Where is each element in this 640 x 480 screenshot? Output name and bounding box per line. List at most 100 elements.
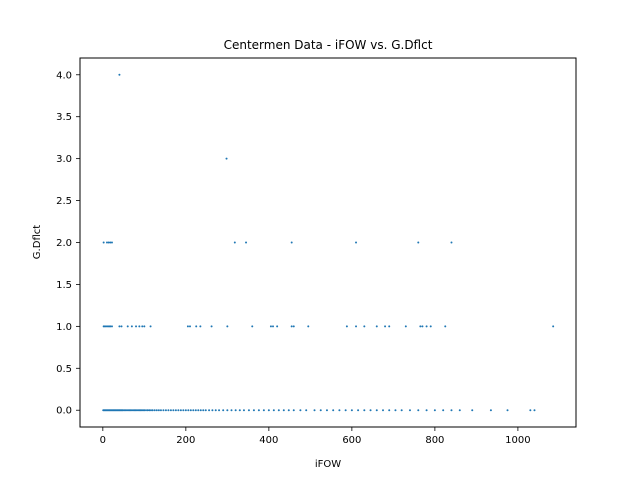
- data-point: [313, 409, 316, 412]
- data-point: [425, 409, 428, 412]
- data-point: [292, 409, 295, 412]
- data-point: [421, 325, 424, 328]
- data-point: [429, 325, 432, 328]
- data-point: [267, 409, 270, 412]
- data-point: [234, 409, 237, 412]
- data-point: [105, 325, 108, 328]
- data-point: [442, 409, 445, 412]
- y-tick-label: 0.5: [56, 364, 72, 375]
- data-point: [489, 409, 492, 412]
- data-point: [225, 157, 228, 160]
- data-point: [344, 409, 347, 412]
- data-point: [292, 325, 295, 328]
- data-point: [394, 409, 397, 412]
- x-tick-label: 1000: [505, 435, 530, 446]
- data-point: [148, 409, 151, 412]
- data-point: [382, 409, 384, 412]
- data-point: [192, 409, 195, 412]
- data-point: [417, 409, 420, 412]
- data-point: [164, 409, 167, 412]
- data-point: [230, 409, 233, 412]
- data-point: [184, 409, 187, 412]
- data-point: [408, 409, 411, 412]
- y-tick-label: 1.5: [56, 280, 72, 291]
- data-point: [350, 409, 353, 412]
- y-tick-label: 2.0: [56, 238, 72, 249]
- y-tick-label: 3.5: [56, 112, 72, 123]
- y-tick-label: 1.0: [56, 322, 72, 333]
- data-point: [177, 409, 180, 412]
- y-axis-label: G.Dflct: [32, 225, 43, 259]
- data-point: [109, 325, 112, 328]
- data-point: [529, 409, 532, 412]
- data-point: [202, 409, 205, 412]
- data-point: [444, 325, 447, 328]
- data-point: [167, 409, 170, 412]
- data-point: [272, 325, 274, 328]
- data-point: [120, 325, 123, 328]
- data-point: [307, 325, 310, 328]
- data-point: [194, 409, 197, 412]
- data-point: [143, 325, 146, 328]
- data-point: [533, 409, 536, 412]
- data-point: [363, 325, 366, 328]
- x-tick-label: 800: [425, 435, 444, 446]
- data-point: [277, 409, 280, 412]
- data-point: [404, 325, 407, 328]
- data-point: [199, 409, 202, 412]
- data-point: [146, 409, 149, 412]
- data-point: [417, 241, 420, 244]
- data-point: [355, 325, 358, 328]
- data-point: [187, 409, 190, 412]
- data-point: [506, 409, 509, 412]
- data-point: [118, 325, 121, 328]
- data-point: [126, 325, 129, 328]
- data-point: [269, 325, 272, 328]
- data-point: [319, 409, 322, 412]
- data-point: [471, 409, 474, 412]
- data-point: [218, 409, 221, 412]
- y-tick-label: 2.5: [56, 196, 72, 207]
- data-point: [363, 409, 366, 412]
- data-point: [290, 325, 293, 328]
- data-point: [188, 325, 191, 328]
- x-tick-label: 400: [259, 435, 278, 446]
- data-point: [107, 241, 110, 244]
- data-point: [172, 409, 175, 412]
- data-point: [195, 325, 198, 328]
- data-point: [182, 409, 185, 412]
- data-point: [226, 325, 229, 328]
- x-axis-label: iFOW: [315, 459, 341, 470]
- data-point: [262, 409, 265, 412]
- data-point: [155, 409, 158, 412]
- chart-title: Centermen Data - iFOW vs. G.Dflct: [224, 38, 433, 52]
- data-point: [226, 409, 229, 412]
- data-point: [357, 409, 360, 412]
- data-point: [247, 409, 250, 412]
- data-point: [287, 409, 290, 412]
- data-point: [130, 325, 133, 328]
- data-point: [433, 409, 436, 412]
- data-point: [141, 325, 144, 328]
- data-point: [199, 325, 202, 328]
- data-point: [299, 409, 302, 412]
- data-point: [388, 409, 391, 412]
- data-point: [149, 409, 152, 412]
- data-point: [118, 73, 121, 76]
- data-point: [305, 409, 308, 412]
- data-point: [345, 325, 348, 328]
- data-point: [338, 409, 341, 412]
- data-point: [143, 409, 146, 412]
- data-point: [458, 409, 461, 412]
- data-point: [272, 409, 275, 412]
- data-point: [105, 241, 108, 244]
- y-axis-ticks: 0.0 0.5 1.0 1.5 2.0 2.5 3.0 3.5 4.0: [56, 70, 80, 417]
- data-point: [214, 409, 217, 412]
- data-point: [162, 409, 165, 412]
- data-point: [245, 241, 248, 244]
- x-tick-label: 200: [176, 435, 195, 446]
- y-tick-label: 4.0: [56, 70, 72, 81]
- data-point: [197, 409, 200, 412]
